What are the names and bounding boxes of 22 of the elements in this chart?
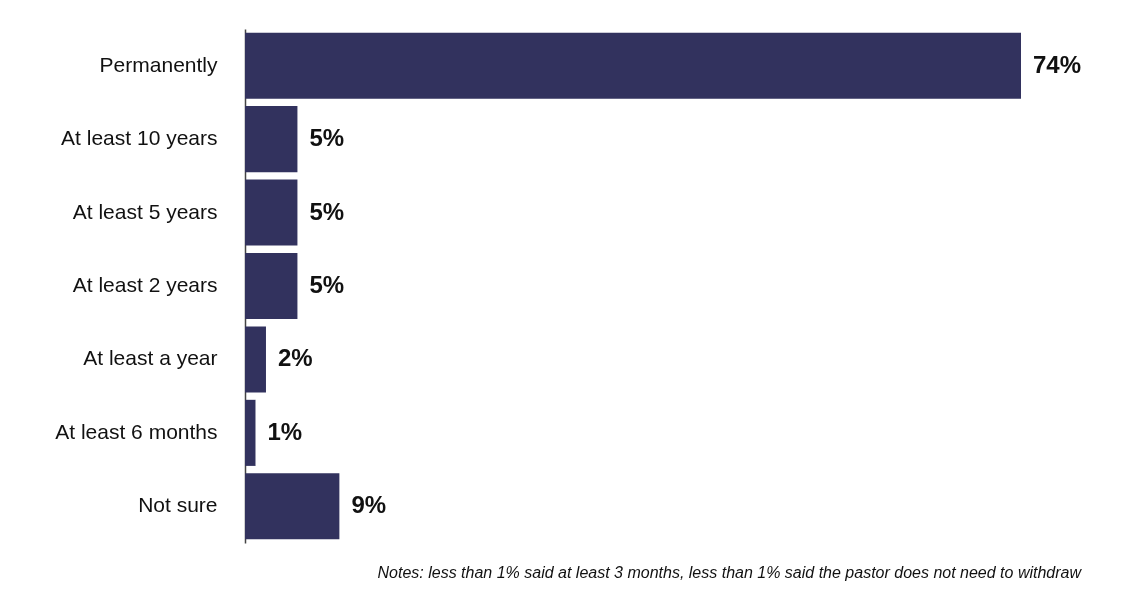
- y-tick-label: At least a year: [83, 346, 218, 370]
- bar: [245, 179, 298, 246]
- text: Notes: less than 1% said at least 3 months, less than 1% said the pastor does not need to withdraw: [377, 564, 1083, 581]
- bar: [245, 473, 340, 540]
- bar: [245, 399, 256, 466]
- data-label: 2%: [277, 344, 313, 372]
- y-tick-label: At least 10 years: [61, 126, 218, 150]
- data-label: 5%: [309, 197, 345, 225]
- data-label: 5%: [309, 271, 345, 298]
- data-label: 74%: [1033, 50, 1082, 78]
- y-tick-label: At least 6 months: [55, 419, 218, 443]
- y-tick-label: At least 2 years: [72, 273, 218, 296]
- y-tick-label: At least 5 years: [72, 199, 218, 223]
- bar: [245, 106, 298, 173]
- data-label: 1%: [267, 417, 303, 445]
- bar: [245, 326, 266, 393]
- y-tick-label: Not sure: [138, 493, 218, 517]
- bar: [245, 32, 1021, 99]
- bar: [245, 252, 298, 320]
- data-label: 5%: [309, 124, 345, 152]
- data-label: 9%: [351, 491, 387, 519]
- y-tick-label: Permanently: [99, 52, 218, 76]
